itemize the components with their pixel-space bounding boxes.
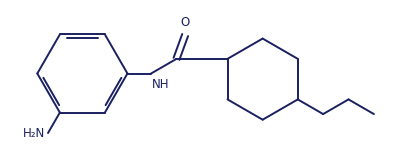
Text: H₂N: H₂N: [23, 127, 45, 140]
Text: O: O: [181, 16, 190, 29]
Text: NH: NH: [152, 78, 169, 91]
